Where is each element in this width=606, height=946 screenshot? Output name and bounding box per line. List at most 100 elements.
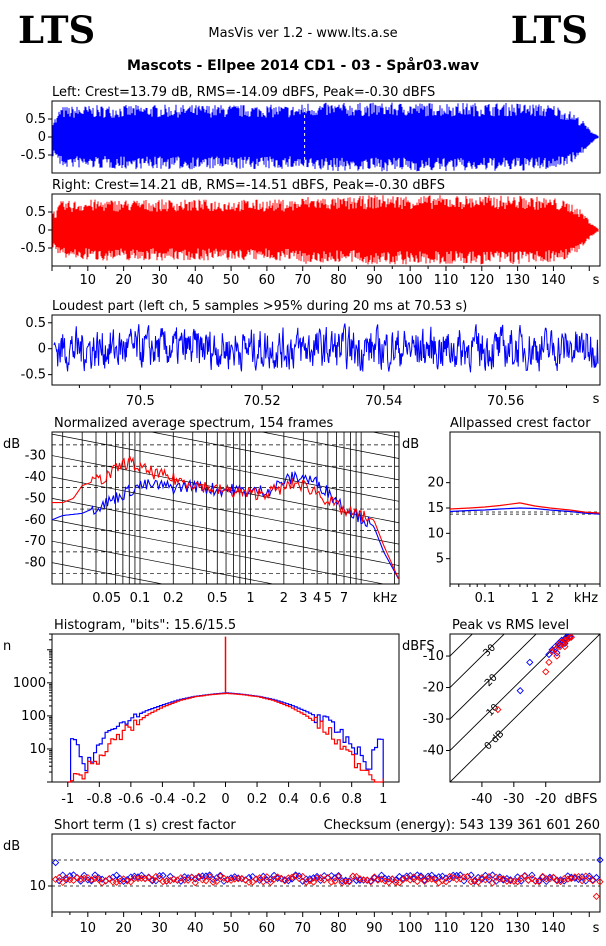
short-term-point-right [582, 872, 590, 880]
short-term-point-left [55, 877, 63, 885]
peak-rms-ytick-label: -30 [423, 712, 444, 727]
short-term-point-right [377, 875, 386, 883]
short-term-point-right [589, 877, 597, 885]
peak-rms-point-right [494, 705, 502, 714]
spectrum-frame [51, 431, 400, 585]
short-term-point-left [567, 873, 575, 881]
spectrum-slope-line [52, 519, 386, 584]
short-term-point-left [499, 876, 507, 884]
short-term-point-left [596, 856, 604, 864]
short-term-xtick-label: 50 [223, 921, 240, 936]
short-term-point-right [191, 879, 199, 887]
waveform-time-axis-tick-label: 130 [505, 273, 530, 288]
left-waveform-title: Left: Crest=13.79 dB, RMS=-14.09 dBFS, P… [52, 85, 435, 100]
short-term-point-left [134, 873, 142, 881]
short-term-point-left [506, 876, 515, 884]
short-term-point-right [80, 874, 88, 883]
short-term-point-right [291, 872, 300, 880]
file-title: Mascots - Ellpee 2014 CD1 - 03 - Spår03.… [126, 58, 480, 74]
short-term-point-right [460, 873, 468, 881]
peak-rms-point-right [567, 634, 575, 641]
short-term-title: Short term (1 s) crest factor [54, 818, 236, 833]
peak-rms-point-right [553, 652, 561, 660]
short-term-point-left [245, 873, 253, 882]
histogram-title: Histogram, "bits": 15.6/15.5 [54, 618, 236, 633]
spectrum-slope-line [52, 498, 399, 566]
waveform-time-axis-tick-label: 20 [115, 273, 132, 288]
spectrum-xtick-label: 2 [280, 591, 288, 606]
short-term-point-right [94, 875, 103, 884]
short-term-point-right [309, 878, 318, 886]
short-term-point-left [231, 873, 239, 881]
loudest-ytick-label: 0 [38, 342, 46, 357]
short-term-point-right [388, 875, 396, 883]
short-term-point-right [585, 874, 593, 882]
peak-rms-point-right [556, 642, 564, 651]
spectrum-series-right [52, 455, 399, 579]
short-term-point-right [442, 878, 450, 886]
short-term-point-right [316, 874, 325, 882]
histogram-xtick-label: 0.2 [247, 792, 268, 807]
spectrum-ytick-label: -70 [25, 534, 46, 549]
waveform-time-axis-tick-label: 60 [259, 273, 276, 288]
histogram-ylabel: n [3, 639, 11, 654]
crest-line-label: 30 [481, 642, 498, 659]
spectrum-ytick-label: -40 [25, 470, 46, 485]
short-term-point-left [59, 871, 67, 879]
loudest-unit: s [593, 392, 600, 407]
short-term-point-right [87, 876, 96, 884]
histogram-ytick-label: 10 [29, 742, 46, 757]
short-term-point-right [152, 872, 160, 881]
short-term-point-right [327, 878, 336, 886]
histogram-xtick-label: -0.4 [150, 792, 175, 807]
left-waveform-ytick-label: 0 [38, 130, 46, 145]
short-term-point-right [334, 873, 343, 881]
short-term-point-right [259, 878, 267, 886]
short-term-point-left [377, 871, 386, 879]
waveform-time-axis-tick-label: 10 [80, 273, 97, 288]
loudest-part-title: Loudest part (left ch, 5 samples >95% du… [52, 299, 467, 314]
short-term-point-right [492, 873, 500, 881]
short-term-point-right [166, 876, 174, 885]
short-term-point-left [66, 872, 74, 880]
short-term-point-right [564, 875, 572, 883]
short-term-point-right [209, 878, 217, 886]
allpass-ytick-label: 5 [436, 552, 444, 567]
peak-rms-xtick-label: -30 [503, 792, 524, 807]
short-term-point-right [481, 876, 490, 884]
short-term-point-right [59, 878, 67, 887]
short-term-point-left [481, 871, 490, 880]
short-term-point-left [177, 877, 185, 885]
short-term-point-right [474, 878, 482, 886]
waveform-time-axis-tick-label: 30 [151, 273, 168, 288]
short-term-point-left [406, 871, 414, 880]
short-term-point-left [539, 873, 547, 881]
short-term-point-right [413, 877, 421, 886]
short-term-point-right [596, 878, 604, 886]
short-term-point-right [574, 872, 583, 881]
waveform-time-axis-tick-label: 50 [223, 273, 240, 288]
histogram-xtick-label: 0.6 [310, 792, 331, 807]
allpass-xtick-label: 0.1 [475, 591, 496, 606]
short-term-ytick-label: 10 [29, 879, 46, 894]
short-term-point-right [399, 875, 407, 884]
spectrum-slope-line [260, 432, 399, 459]
short-term-point-left [352, 876, 361, 885]
short-term-point-right [306, 877, 314, 885]
short-term-point-right [273, 873, 282, 881]
short-term-ylabel: dB [3, 839, 20, 854]
short-term-point-left [424, 872, 432, 880]
spectrum-xtick-label: 1 [246, 591, 254, 606]
short-term-point-right [592, 892, 601, 901]
short-term-point-left [528, 871, 536, 879]
loudest-ytick-label: 0.5 [25, 316, 46, 331]
short-term-frame [51, 833, 601, 913]
short-term-point-right [485, 872, 493, 881]
spectrum-slope-line [149, 432, 399, 481]
allpass-unit: kHz [574, 591, 598, 606]
short-term-point-left [80, 871, 88, 880]
histogram-ytick-label: 100 [21, 709, 46, 724]
short-term-point-right [195, 872, 203, 881]
short-term-point-left [370, 874, 379, 882]
right-waveform-signal [52, 195, 599, 265]
